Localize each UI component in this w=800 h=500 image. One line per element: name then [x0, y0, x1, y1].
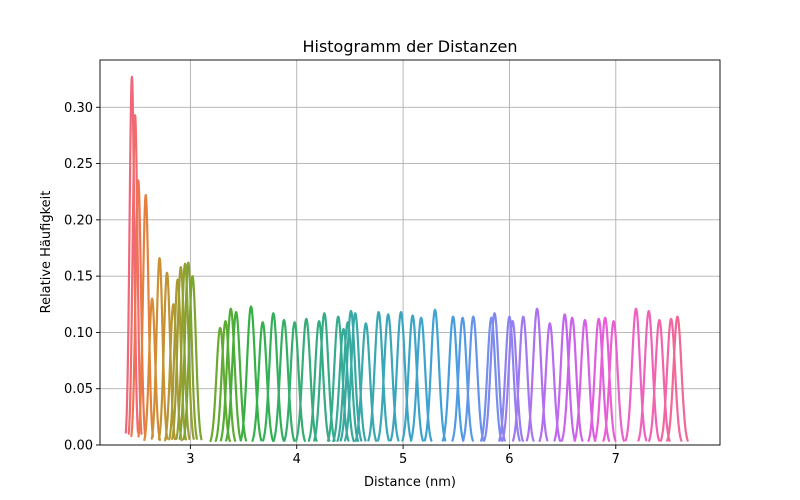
distance-series-line-48: [553, 313, 577, 442]
distance-series-line-39: [451, 316, 474, 442]
distance-series-line-58: [666, 315, 689, 442]
distance-series-line-18: [239, 305, 263, 442]
y-tick-label: 0.10: [64, 326, 93, 341]
distance-series-line-56: [648, 318, 671, 442]
distance-series-line-51: [587, 317, 611, 442]
distance-series-line-30: [343, 312, 367, 442]
x-tick-label: 7: [612, 452, 620, 467]
distance-series-line-32: [367, 311, 390, 442]
distance-series-line-28: [336, 321, 360, 442]
distance-series-line-13: [182, 275, 203, 441]
y-tick-label: 0.00: [64, 439, 93, 454]
distance-series-line-20: [262, 312, 285, 442]
y-tick-label: 0.25: [64, 157, 93, 172]
distance-series-line-29: [339, 309, 363, 442]
distance-series-line-38: [441, 315, 465, 442]
distance-series-line-24: [307, 320, 331, 442]
y-tick-label: 0.05: [64, 382, 93, 397]
distance-series-line-11: [175, 262, 195, 440]
distance-series-line-2: [127, 114, 143, 435]
plot-frame: [99, 59, 721, 446]
y-tick-label: 0.30: [64, 101, 93, 116]
distance-series-line-37: [423, 308, 447, 442]
distance-series-line-44: [501, 320, 524, 442]
distance-series-line-16: [219, 307, 242, 442]
distance-series-line-34: [389, 311, 413, 442]
x-tick-label: 5: [399, 452, 407, 467]
y-tick-label: 0.15: [64, 270, 93, 285]
series-layer: [124, 75, 689, 443]
distance-series-line-57: [659, 317, 683, 442]
y-tick-label: 0.20: [64, 213, 93, 228]
x-tick-label: 6: [505, 452, 513, 467]
x-tick-label: 4: [293, 452, 301, 467]
y-axis-label: Relative Häufigkeit: [39, 191, 54, 314]
distance-series-line-4: [137, 193, 155, 438]
distance-series-line-27: [332, 327, 355, 443]
distance-series-line-6: [150, 257, 169, 440]
tick-layer: 3 4 5 6 7 0.00 0.05 0.10 0.15 0.20 0.25 0.30: [64, 101, 620, 467]
distance-series-line-41: [480, 316, 503, 442]
distance-series-line-15: [214, 320, 237, 442]
distance-series-line-22: [283, 321, 306, 442]
x-axis-label: Distance (nm): [364, 475, 456, 490]
distance-series-line-52: [593, 316, 617, 442]
distance-series-line-53: [602, 320, 625, 442]
x-tick-label: 3: [186, 452, 194, 467]
chart-title: Histogramm der Distanzen: [302, 37, 517, 56]
distance-series-line-35: [401, 314, 424, 442]
distance-series-line-19: [251, 321, 275, 442]
distance-series-line-40: [461, 315, 485, 442]
distance-series-line-12: [178, 261, 198, 440]
distance-series-line-55: [637, 309, 661, 442]
distance-series-line-42: [483, 312, 506, 442]
distance-series-line-5: [143, 297, 161, 442]
distance-series-line-17: [225, 311, 248, 442]
distance-series-line-1: [124, 75, 140, 434]
distance-series-line-21: [272, 318, 296, 442]
distance-series-line-3: [130, 179, 147, 438]
distance-series-line-14: [209, 326, 231, 443]
